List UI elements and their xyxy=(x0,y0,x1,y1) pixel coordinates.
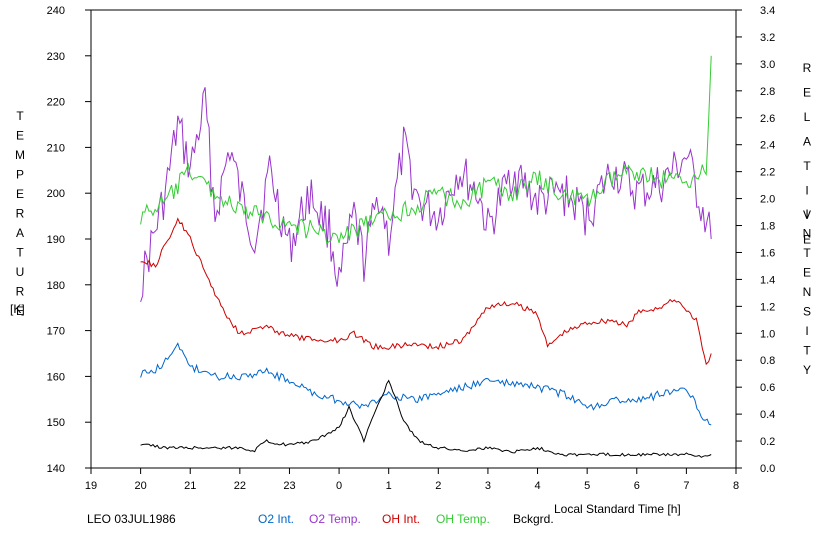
y-right-tick-label: 2.4 xyxy=(760,140,775,152)
right-axis-title-letter: N xyxy=(803,227,812,241)
y-left-tick-label: 150 xyxy=(47,417,65,429)
y-right-tick-label: 0.0 xyxy=(760,463,775,475)
y-left-tick-label: 160 xyxy=(47,371,65,383)
x-tick-label: 6 xyxy=(634,480,640,492)
left-axis-title-letter: M xyxy=(15,148,25,162)
axis-ticks xyxy=(85,9,742,474)
right-axis-title-letter: Y xyxy=(803,363,811,377)
x-tick-label: 5 xyxy=(584,480,590,492)
x-tick-label: 2 xyxy=(435,480,441,492)
x-tick-label: 8 xyxy=(733,480,739,492)
right-axis-title-letter: I xyxy=(805,207,808,221)
y-left-tick-label: 230 xyxy=(47,51,65,63)
y-right-tick-label: 0.2 xyxy=(760,436,775,448)
y-right-tick-label: 0.4 xyxy=(760,409,775,421)
y-right-tick-label: 1.0 xyxy=(760,328,775,340)
y-right-tick-label: 2.8 xyxy=(760,86,775,98)
y-left-tick-label: 210 xyxy=(47,142,65,154)
left-axis-title-letter: A xyxy=(16,226,24,240)
right-axis-title-letter: L xyxy=(804,110,811,124)
y-right-tick-label: 1.6 xyxy=(760,247,775,259)
right-axis-title-letter: R xyxy=(803,61,812,75)
legend-item: OH Temp. xyxy=(436,512,490,526)
series-layer xyxy=(140,55,712,458)
y-left-tick-label: 180 xyxy=(47,280,65,292)
left-axis-title-letter: E xyxy=(16,304,24,318)
right-axis-title-letter: T xyxy=(803,344,811,358)
x-tick-label: 4 xyxy=(534,480,540,492)
x-tick-label: 22 xyxy=(234,480,246,492)
right-axis-title-letter: I xyxy=(805,184,808,198)
right-axis-title-letter: T xyxy=(803,159,811,173)
right-axis-title-letter: N xyxy=(803,285,812,299)
right-axis-title-letter: V xyxy=(803,208,811,222)
right-axis-title-letter: A xyxy=(803,135,811,149)
right-axis-title-letter: E xyxy=(803,266,811,280)
right-axis-title-letter: S xyxy=(803,305,811,319)
y-right-tick-label: 3.4 xyxy=(760,5,775,17)
x-tick-label: 1 xyxy=(386,480,392,492)
x-tick-label: 21 xyxy=(184,480,196,492)
y-right-tick-label: 0.6 xyxy=(760,382,775,394)
left-axis-unit: [K] xyxy=(10,302,25,316)
left-axis-title-letter: E xyxy=(16,187,24,201)
left-axis-title-letter: R xyxy=(16,285,25,299)
right-axis-title-letter: T xyxy=(803,246,811,260)
legend-item: OH Int. xyxy=(382,512,420,526)
y-left-tick-label: 170 xyxy=(47,326,65,338)
series-line-oh-temp xyxy=(140,55,712,245)
right-axis-title-letter: E xyxy=(803,233,811,247)
station-label: LEO 03JUL1986 xyxy=(87,512,176,526)
x-tick-label: 19 xyxy=(85,480,97,492)
y-left-tick-label: 220 xyxy=(47,97,65,109)
y-left-tick-label: 140 xyxy=(47,463,65,475)
series-line-o2-int xyxy=(140,342,712,426)
y-right-tick-label: 1.8 xyxy=(760,221,775,233)
x-tick-label: 3 xyxy=(485,480,491,492)
legend-item: O2 Temp. xyxy=(309,512,361,526)
y-right-tick-label: 2.2 xyxy=(760,167,775,179)
y-right-tick-label: 1.4 xyxy=(760,274,775,286)
y-right-tick-label: 3.0 xyxy=(760,59,775,71)
y-right-tick-label: 2.0 xyxy=(760,194,775,206)
series-line-oh-int xyxy=(140,217,712,366)
left-axis-title-letter: T xyxy=(16,246,24,260)
series-line-o2-temp xyxy=(140,87,712,303)
x-axis-label: Local Standard Time [h] xyxy=(554,502,681,516)
y-left-tick-label: 240 xyxy=(47,5,65,17)
left-axis-title-letter: T xyxy=(16,109,24,123)
left-axis-title-letter: P xyxy=(16,168,24,182)
y-right-tick-label: 1.2 xyxy=(760,301,775,313)
left-axis-title-letter: U xyxy=(16,265,25,279)
legend-item: O2 Int. xyxy=(258,512,294,526)
right-axis-title-letter: E xyxy=(803,86,811,100)
y-left-tick-label: 200 xyxy=(47,188,65,200)
x-tick-label: 0 xyxy=(336,480,342,492)
x-tick-label: 7 xyxy=(683,480,689,492)
y-right-tick-label: 2.6 xyxy=(760,113,775,125)
left-axis-title-letter: E xyxy=(16,129,24,143)
right-axis-title-letter: I xyxy=(805,324,808,338)
y-right-tick-label: 0.8 xyxy=(760,355,775,367)
x-tick-label: 23 xyxy=(283,480,295,492)
legend-item: Bckgrd. xyxy=(513,512,554,526)
series-line-bckgrd xyxy=(140,379,712,458)
left-axis-title-letter: R xyxy=(16,207,25,221)
labels-layer: 19 20 21 22 23 0 1 2 3 4 5 6 7 8140150160170180190200… xyxy=(15,5,812,526)
y-left-tick-label: 190 xyxy=(47,234,65,246)
y-right-tick-label: 3.2 xyxy=(760,32,775,44)
x-tick-label: 20 xyxy=(134,480,146,492)
